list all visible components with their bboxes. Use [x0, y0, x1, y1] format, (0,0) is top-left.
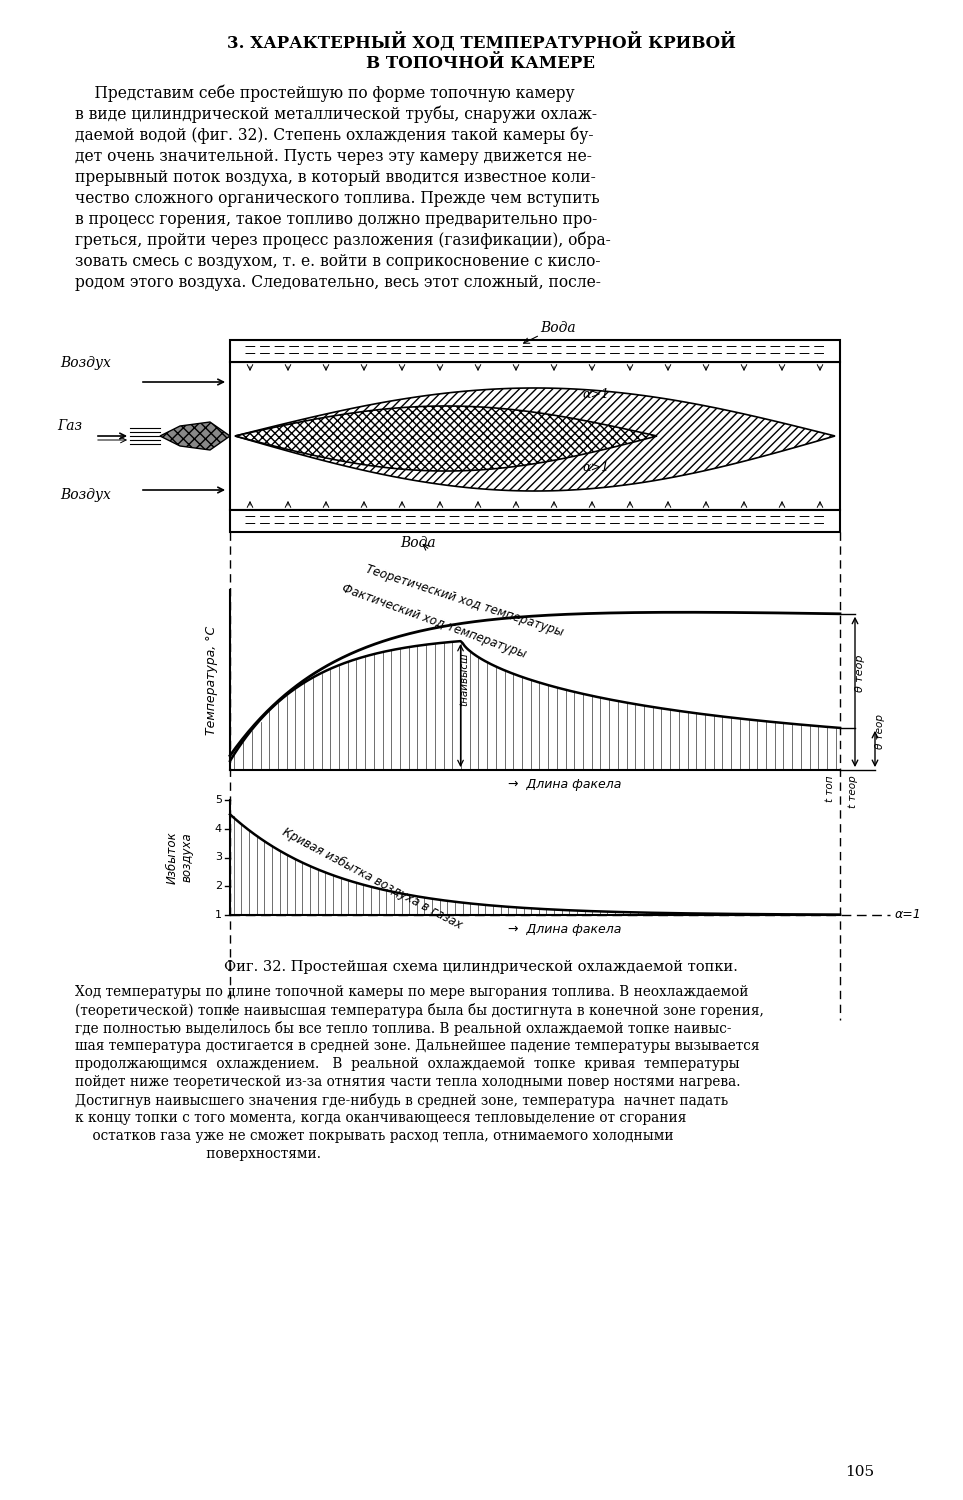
- Polygon shape: [235, 388, 835, 490]
- Text: α>1: α>1: [583, 460, 610, 474]
- Text: остатков газа уже не сможет покрывать расход тепла, отнимаемого холодными: остатков газа уже не сможет покрывать ра…: [75, 1130, 674, 1143]
- Bar: [230, 362, 840, 510]
- Text: поверхностями.: поверхностями.: [75, 1148, 321, 1161]
- Text: →  Длина факела: → Длина факела: [508, 922, 622, 936]
- Text: дет очень значительной. Пусть через эту камеру движется не-: дет очень значительной. Пусть через эту …: [75, 148, 592, 165]
- Text: Достигнув наивысшего значения где-нибудь в средней зоне, температура  начнет пад: Достигнув наивысшего значения где-нибудь…: [75, 1094, 728, 1108]
- Text: 3: 3: [215, 852, 222, 862]
- Text: α<1: α<1: [516, 411, 543, 424]
- Text: зовать смесь с воздухом, т. е. войти в соприкосновение с кисло-: зовать смесь с воздухом, т. е. войти в с…: [75, 254, 601, 270]
- Text: t топ: t топ: [825, 776, 835, 801]
- Text: к концу топки с того момента, когда оканчивающееся тепловыделение от сгорания: к концу топки с того момента, когда окан…: [75, 1112, 687, 1125]
- Text: где полностью выделилось бы все тепло топлива. В реальной охлаждаемой топке наив: где полностью выделилось бы все тепло то…: [75, 1022, 732, 1036]
- Text: (теоретической) топке наивысшая температура была бы достигнута в конечной зоне г: (теоретической) топке наивысшая температ…: [75, 1004, 764, 1019]
- Text: пойдет ниже теоретической из-за отнятия части тепла холодными повер ностями нагр: пойдет ниже теоретической из-за отнятия …: [75, 1076, 741, 1089]
- Text: 105: 105: [846, 1466, 874, 1479]
- Text: в процесс горения, такое топливо должно предварительно про-: в процесс горения, такое топливо должно …: [75, 211, 597, 228]
- Text: Избыток
воздуха: Избыток воздуха: [166, 831, 194, 884]
- Text: даемой водой (фиг. 32). Степень охлаждения такой камеры бу-: даемой водой (фиг. 32). Степень охлажден…: [75, 126, 593, 144]
- Bar: [230, 510, 840, 532]
- Polygon shape: [235, 406, 657, 471]
- Text: 3. ХАРАКТЕРНЫЙ ХОД ТЕМПЕРАТУРНОЙ КРИВОЙ: 3. ХАРАКТЕРНЫЙ ХОД ТЕМПЕРАТУРНОЙ КРИВОЙ: [226, 33, 736, 53]
- Text: θ теор: θ теор: [875, 714, 885, 748]
- Text: продолжающимся  охлаждением.   В  реальной  охлаждаемой  топке  кривая  температ: продолжающимся охлаждением. В реальной о…: [75, 1058, 740, 1071]
- Text: Фактический ход температуры: Фактический ход температуры: [340, 582, 528, 660]
- Text: 1: 1: [215, 910, 222, 920]
- Text: α<1: α<1: [516, 441, 543, 454]
- Text: t теор: t теор: [848, 776, 858, 807]
- Text: Воздух: Воздух: [60, 356, 111, 370]
- Text: 2: 2: [215, 882, 222, 891]
- Text: Представим себе простейшую по форме топочную камеру: Представим себе простейшую по форме топо…: [75, 84, 575, 102]
- Text: Вода: Вода: [400, 536, 435, 550]
- Polygon shape: [160, 422, 230, 450]
- Text: В ТОПОЧНОЙ КАМЕРЕ: В ТОПОЧНОЙ КАМЕРЕ: [367, 56, 595, 72]
- Text: Температура, °С: Температура, °С: [205, 626, 219, 735]
- Text: родом этого воздуха. Следовательно, весь этот сложный, после-: родом этого воздуха. Следовательно, весь…: [75, 274, 601, 291]
- Text: Кривая избытка воздуха в газах: Кривая избытка воздуха в газах: [280, 825, 465, 932]
- Text: tнаивысш: tнаивысш: [459, 652, 470, 705]
- Text: Фиг. 32. Простейшая схема цилиндрической охлаждаемой топки.: Фиг. 32. Простейшая схема цилиндрической…: [224, 960, 738, 974]
- Bar: [230, 340, 840, 362]
- Text: 4: 4: [215, 824, 222, 834]
- Text: в виде цилиндрической металлической трубы, снаружи охлаж-: в виде цилиндрической металлической труб…: [75, 105, 597, 123]
- Text: α=1: α=1: [895, 909, 922, 921]
- Text: чество сложного органического топлива. Прежде чем вступить: чество сложного органического топлива. П…: [75, 190, 600, 207]
- Text: 5: 5: [215, 795, 222, 806]
- Text: α>1: α>1: [583, 388, 610, 400]
- Text: Газ: Газ: [57, 419, 82, 434]
- Text: греться, пройти через процесс разложения (газификации), обра-: греться, пройти через процесс разложения…: [75, 231, 611, 249]
- Text: Ход температуры по длине топочной камеры по мере выгорания топлива. В неохлаждае: Ход температуры по длине топочной камеры…: [75, 986, 748, 999]
- Text: шая температура достигается в средней зоне. Дальнейшее падение температуры вызыв: шая температура достигается в средней зо…: [75, 1040, 760, 1053]
- Text: прерывный поток воздуха, в который вводится известное коли-: прерывный поток воздуха, в который вводи…: [75, 170, 596, 186]
- Text: Вода: Вода: [540, 321, 576, 334]
- Text: Теоретический ход температуры: Теоретический ход температуры: [364, 562, 565, 639]
- Text: θ теор: θ теор: [855, 654, 865, 692]
- Text: Воздух: Воздух: [60, 488, 111, 502]
- Text: →  Длина факела: → Длина факела: [508, 778, 622, 790]
